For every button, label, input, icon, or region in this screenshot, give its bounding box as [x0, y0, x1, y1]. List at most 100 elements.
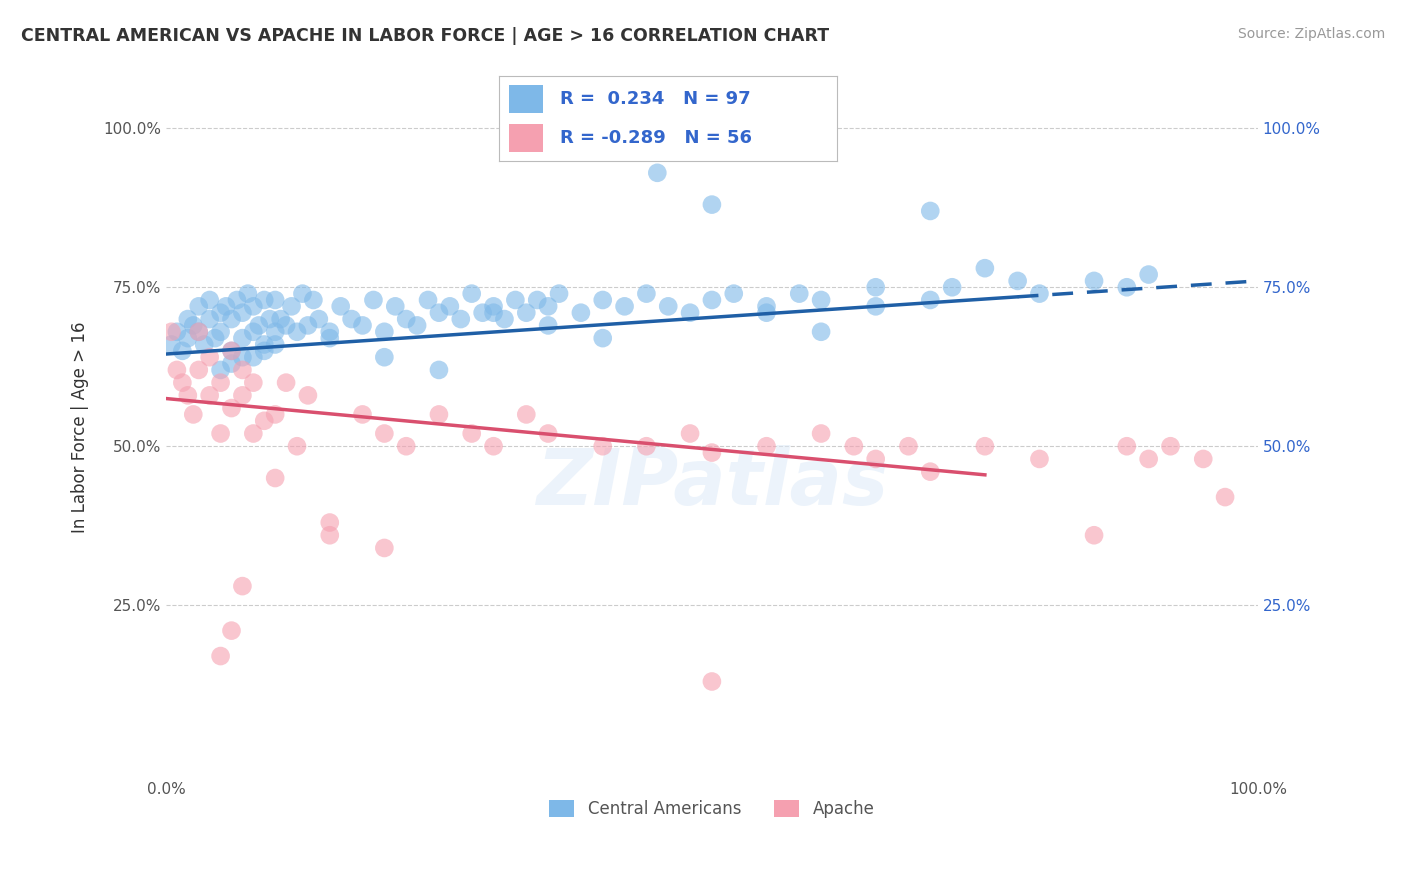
Point — [548, 286, 571, 301]
Point — [679, 426, 702, 441]
Point — [253, 337, 276, 351]
Point — [450, 312, 472, 326]
Point — [865, 299, 887, 313]
Point — [319, 528, 342, 542]
Point — [221, 624, 243, 638]
Point — [526, 293, 548, 307]
Point — [920, 204, 942, 219]
Point — [352, 408, 374, 422]
Point — [242, 350, 264, 364]
Point — [973, 261, 995, 276]
Point — [973, 439, 995, 453]
Text: R =  0.234   N = 97: R = 0.234 N = 97 — [560, 90, 751, 108]
Point — [482, 306, 505, 320]
Point — [198, 312, 221, 326]
Point — [373, 325, 395, 339]
Point — [187, 325, 209, 339]
Point — [941, 280, 963, 294]
Point — [920, 293, 942, 307]
FancyBboxPatch shape — [509, 124, 543, 152]
Point — [247, 318, 270, 333]
Point — [1115, 439, 1137, 453]
Point — [755, 306, 778, 320]
Point — [1137, 452, 1160, 467]
Point — [460, 426, 482, 441]
Point — [416, 293, 439, 307]
Point — [329, 299, 352, 313]
Point — [177, 312, 200, 326]
Point — [297, 318, 319, 333]
Point — [723, 286, 745, 301]
Point — [187, 363, 209, 377]
Point — [172, 343, 194, 358]
Point — [264, 471, 287, 485]
Point — [253, 343, 276, 358]
Point — [285, 325, 308, 339]
Point — [264, 325, 287, 339]
Point — [297, 388, 319, 402]
Point — [592, 439, 614, 453]
Point — [636, 439, 658, 453]
Point — [700, 293, 723, 307]
Point — [198, 388, 221, 402]
Point — [755, 439, 778, 453]
Point — [209, 306, 232, 320]
Point — [242, 325, 264, 339]
Point — [636, 286, 658, 301]
Point — [221, 343, 243, 358]
Point — [647, 166, 669, 180]
Point — [302, 293, 325, 307]
Point — [920, 465, 942, 479]
Point — [537, 318, 560, 333]
Point — [242, 376, 264, 390]
Point — [274, 318, 297, 333]
Point — [209, 325, 232, 339]
Point — [537, 426, 560, 441]
Point — [319, 331, 342, 345]
Point — [231, 306, 253, 320]
Point — [700, 197, 723, 211]
Point — [494, 312, 516, 326]
Point — [505, 293, 527, 307]
Point — [897, 439, 920, 453]
Point — [427, 363, 450, 377]
Point — [259, 312, 281, 326]
Y-axis label: In Labor Force | Age > 16: In Labor Force | Age > 16 — [72, 321, 89, 533]
Point — [285, 439, 308, 453]
Point — [515, 408, 537, 422]
Point — [221, 343, 243, 358]
Point — [679, 306, 702, 320]
Point — [209, 363, 232, 377]
Point — [231, 331, 253, 345]
Point — [308, 312, 330, 326]
Point — [226, 293, 249, 307]
Point — [231, 388, 253, 402]
Point — [537, 299, 560, 313]
Point — [166, 363, 188, 377]
Text: CENTRAL AMERICAN VS APACHE IN LABOR FORCE | AGE > 16 CORRELATION CHART: CENTRAL AMERICAN VS APACHE IN LABOR FORC… — [21, 27, 830, 45]
Point — [209, 426, 232, 441]
Point — [427, 408, 450, 422]
Point — [1137, 268, 1160, 282]
Point — [264, 293, 287, 307]
Point — [221, 357, 243, 371]
Point — [231, 363, 253, 377]
Point — [209, 648, 232, 663]
Legend: Central Americans, Apache: Central Americans, Apache — [543, 793, 882, 824]
Point — [187, 299, 209, 313]
Point — [1159, 439, 1181, 453]
Point — [1213, 490, 1236, 504]
Point — [177, 331, 200, 345]
Point — [1192, 452, 1215, 467]
Text: ZIPatlas: ZIPatlas — [536, 445, 889, 521]
Point — [209, 376, 232, 390]
FancyBboxPatch shape — [509, 85, 543, 113]
Point — [1083, 528, 1105, 542]
Point — [177, 388, 200, 402]
Point — [1028, 286, 1050, 301]
Point — [395, 439, 418, 453]
Point — [569, 306, 592, 320]
Point — [231, 579, 253, 593]
Point — [471, 306, 494, 320]
Point — [482, 439, 505, 453]
